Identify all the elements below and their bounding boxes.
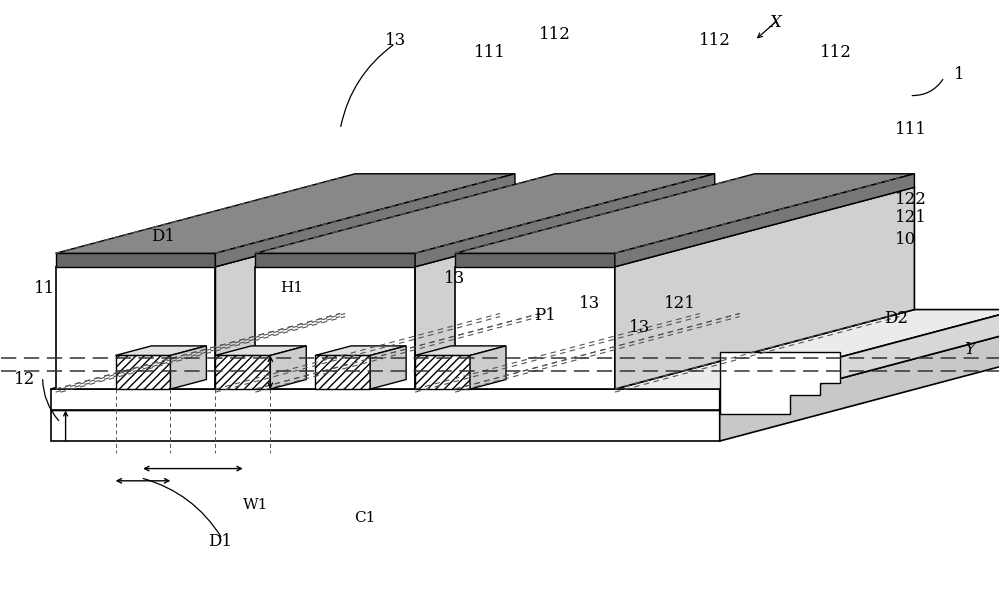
Text: 13: 13 — [385, 32, 406, 49]
Polygon shape — [215, 356, 270, 389]
Text: 112: 112 — [699, 32, 731, 49]
Text: 112: 112 — [820, 44, 851, 61]
Text: 10: 10 — [894, 230, 916, 248]
Polygon shape — [615, 173, 914, 267]
Text: P1: P1 — [534, 307, 556, 324]
Polygon shape — [415, 187, 715, 389]
Text: 121: 121 — [664, 295, 696, 312]
Text: 112: 112 — [539, 26, 571, 43]
Text: C1: C1 — [354, 511, 376, 525]
Polygon shape — [116, 356, 170, 389]
Text: 111: 111 — [474, 44, 506, 61]
Polygon shape — [215, 173, 515, 267]
Text: 121: 121 — [894, 209, 926, 226]
Polygon shape — [455, 267, 615, 389]
Polygon shape — [415, 346, 506, 356]
Polygon shape — [415, 173, 715, 267]
Polygon shape — [51, 411, 720, 441]
Polygon shape — [51, 331, 1000, 411]
Polygon shape — [315, 356, 370, 389]
Text: D1: D1 — [208, 533, 232, 550]
Polygon shape — [315, 346, 406, 356]
Polygon shape — [720, 310, 1000, 411]
Polygon shape — [255, 187, 715, 267]
Polygon shape — [720, 331, 1000, 441]
Polygon shape — [56, 187, 515, 267]
Polygon shape — [56, 253, 215, 267]
Polygon shape — [51, 310, 1000, 389]
Text: 122: 122 — [894, 191, 926, 208]
Text: 13: 13 — [629, 319, 650, 337]
Text: W1: W1 — [243, 498, 268, 512]
Text: 1: 1 — [954, 66, 965, 83]
Polygon shape — [215, 187, 515, 389]
Polygon shape — [255, 267, 415, 389]
Polygon shape — [215, 346, 306, 356]
Text: D1: D1 — [151, 227, 175, 245]
Text: 12: 12 — [14, 371, 36, 389]
Text: 11: 11 — [34, 280, 56, 297]
Polygon shape — [455, 310, 914, 389]
Polygon shape — [56, 310, 515, 389]
Polygon shape — [470, 346, 506, 389]
Polygon shape — [56, 173, 515, 253]
Polygon shape — [615, 187, 914, 389]
Polygon shape — [116, 346, 206, 356]
Polygon shape — [370, 346, 406, 389]
Text: Y: Y — [964, 341, 975, 358]
Text: H1: H1 — [280, 281, 303, 295]
Polygon shape — [455, 173, 914, 253]
Text: 13: 13 — [444, 270, 466, 287]
Polygon shape — [56, 267, 215, 389]
Polygon shape — [455, 187, 914, 267]
Polygon shape — [255, 173, 715, 253]
Text: X: X — [769, 13, 781, 31]
Polygon shape — [720, 352, 840, 414]
Polygon shape — [455, 253, 615, 267]
Polygon shape — [51, 389, 720, 411]
Polygon shape — [270, 346, 306, 389]
Text: 13: 13 — [579, 295, 600, 312]
Text: D2: D2 — [884, 310, 908, 327]
Polygon shape — [255, 253, 415, 267]
Polygon shape — [170, 346, 206, 389]
Text: 111: 111 — [894, 121, 926, 138]
Polygon shape — [415, 356, 470, 389]
Polygon shape — [255, 310, 715, 389]
